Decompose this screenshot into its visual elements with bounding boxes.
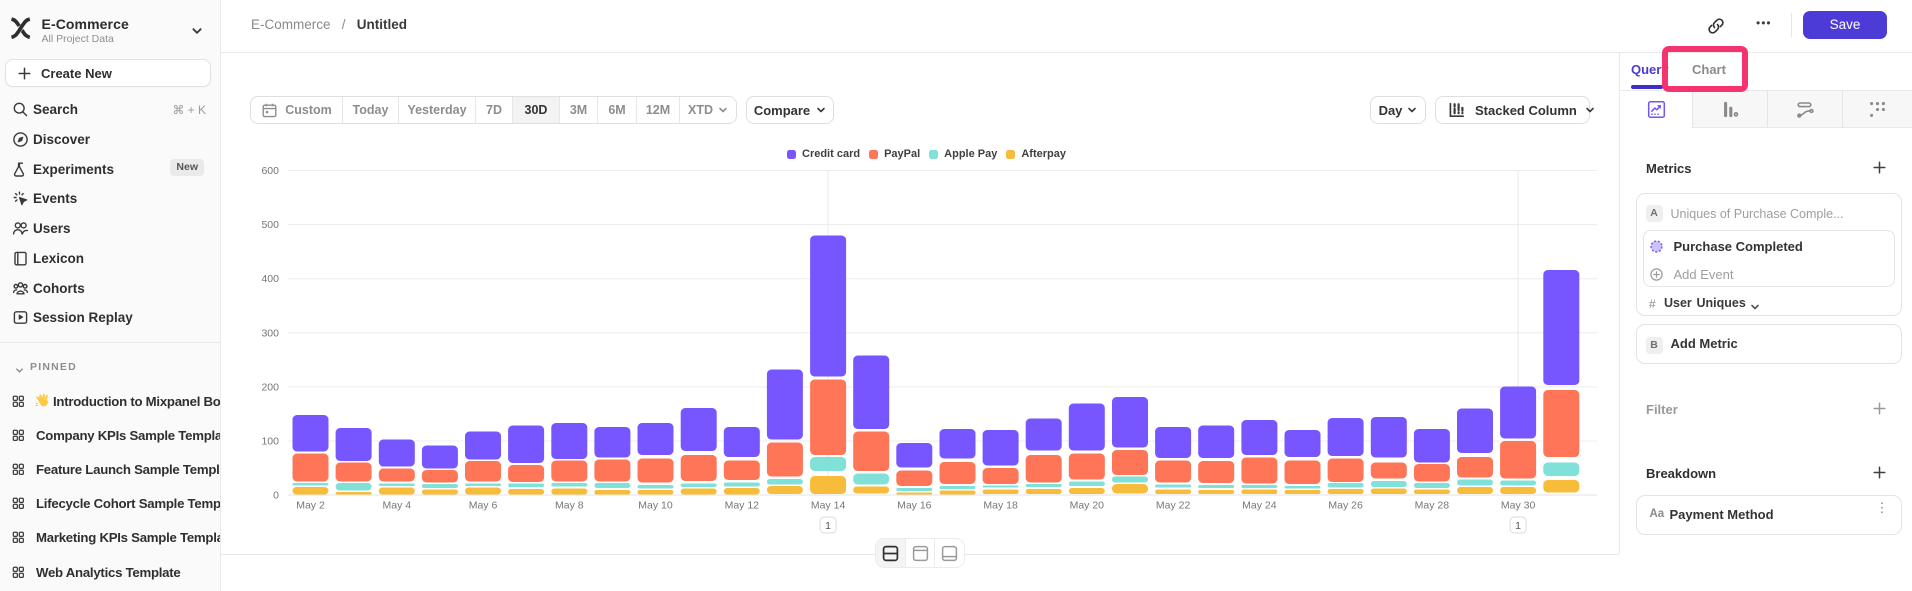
svg-text:May 26: May 26 (1328, 500, 1363, 512)
svg-text:May 8: May 8 (555, 500, 584, 512)
svg-text:May 20: May 20 (1070, 500, 1105, 512)
svg-text:May 4: May 4 (383, 500, 412, 512)
svg-text:200: 200 (261, 381, 279, 393)
svg-text:May 10: May 10 (638, 500, 673, 512)
svg-text:1: 1 (1515, 520, 1521, 532)
svg-text:May 22: May 22 (1156, 500, 1191, 512)
svg-text:600: 600 (261, 165, 279, 177)
svg-text:May 18: May 18 (983, 500, 1018, 512)
svg-text:100: 100 (261, 436, 279, 448)
svg-text:May 12: May 12 (725, 500, 760, 512)
svg-text:May 30: May 30 (1501, 500, 1536, 512)
svg-text:400: 400 (261, 273, 279, 285)
svg-text:500: 500 (261, 219, 279, 231)
svg-text:May 28: May 28 (1415, 500, 1450, 512)
svg-text:May 24: May 24 (1242, 500, 1277, 512)
svg-text:May 16: May 16 (897, 500, 932, 512)
svg-text:300: 300 (261, 327, 279, 339)
svg-text:1: 1 (825, 520, 831, 532)
svg-text:May 2: May 2 (296, 500, 325, 512)
svg-text:May 14: May 14 (811, 500, 846, 512)
svg-text:May 6: May 6 (469, 500, 498, 512)
svg-text:0: 0 (273, 490, 279, 502)
